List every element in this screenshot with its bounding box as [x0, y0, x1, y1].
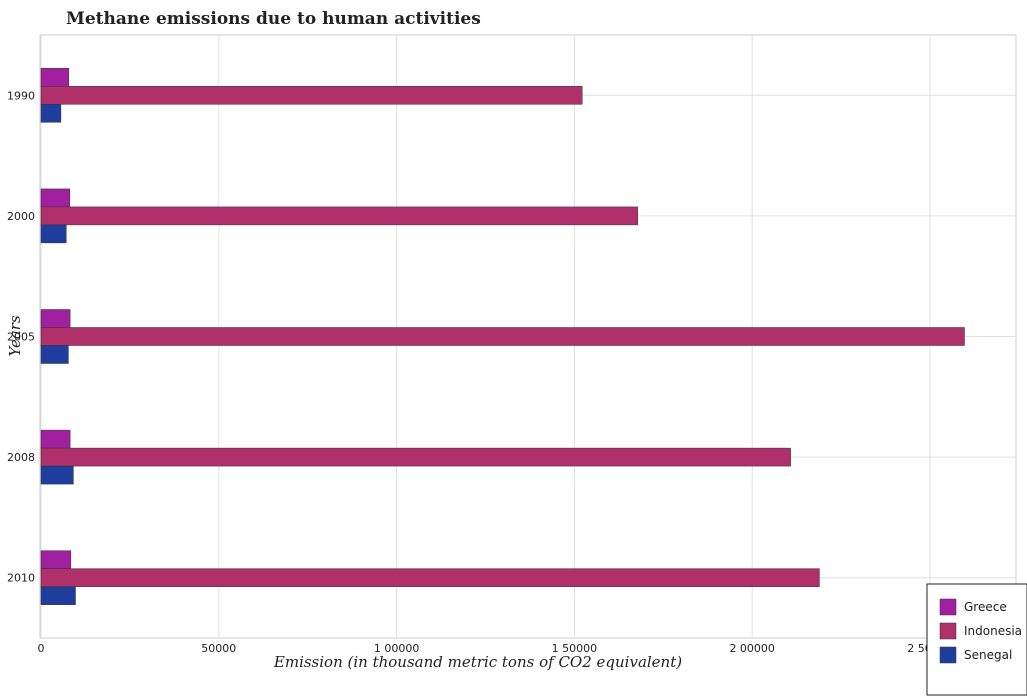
x-tick-label: 50000	[201, 642, 236, 655]
legend-label-senegal: Senegal	[964, 648, 1012, 662]
legend-label-indonesia: Indonesia	[964, 624, 1022, 638]
y-tick-label: 2010	[7, 572, 35, 585]
bar-senegal-2008	[40, 465, 74, 485]
bar-greece-1990	[40, 68, 69, 87]
bar-indonesia-2008	[40, 447, 791, 467]
y-tick-label: 1990	[7, 89, 35, 102]
bar-greece-2005	[40, 309, 71, 328]
bar-senegal-1990	[40, 104, 62, 123]
y-tick-label: 2008	[7, 451, 35, 464]
bar-senegal-2005	[40, 345, 69, 364]
x-tick-label: 1 50000	[552, 642, 598, 655]
bar-indonesia-2000	[40, 206, 638, 226]
y-tick-label: 2005	[7, 331, 35, 344]
x-axis-label: Emission (in thousand metric tons of CO2…	[273, 653, 682, 671]
legend-swatch-greece	[939, 598, 957, 616]
y-axis-label: Years	[6, 315, 24, 357]
bar-senegal-2000	[40, 224, 67, 244]
bar-indonesia-2005	[40, 327, 965, 346]
bar-indonesia-2010	[40, 568, 820, 587]
x-tick-label: 0	[38, 642, 45, 655]
legend-swatch-indonesia	[939, 622, 957, 640]
x-tick-label: 2 00000	[729, 642, 775, 655]
y-tick-labels: 1990 2000 2005 2008 2010	[7, 89, 35, 584]
bar-senegal-2010	[40, 586, 76, 605]
y-tick-label: 2000	[7, 210, 35, 223]
legend: Greece Indonesia Senegal	[926, 583, 1027, 696]
bar-greece-2008	[40, 429, 71, 449]
bar-greece-2000	[40, 188, 71, 208]
bars	[40, 68, 965, 605]
bar-indonesia-1990	[40, 86, 583, 105]
legend-swatch-senegal	[939, 646, 957, 664]
bar-greece-2010	[40, 550, 72, 569]
x-tick-label: 1 00000	[374, 642, 420, 655]
chart-title: Methane emissions due to human activitie…	[66, 9, 481, 29]
legend-label-greece: Greece	[964, 600, 1007, 614]
